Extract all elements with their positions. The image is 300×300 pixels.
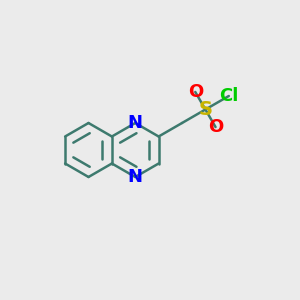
Text: S: S [198, 100, 212, 119]
Text: O: O [188, 83, 203, 101]
Text: N: N [128, 168, 143, 186]
Text: N: N [128, 114, 143, 132]
Text: O: O [208, 118, 223, 136]
Text: Cl: Cl [219, 87, 239, 105]
